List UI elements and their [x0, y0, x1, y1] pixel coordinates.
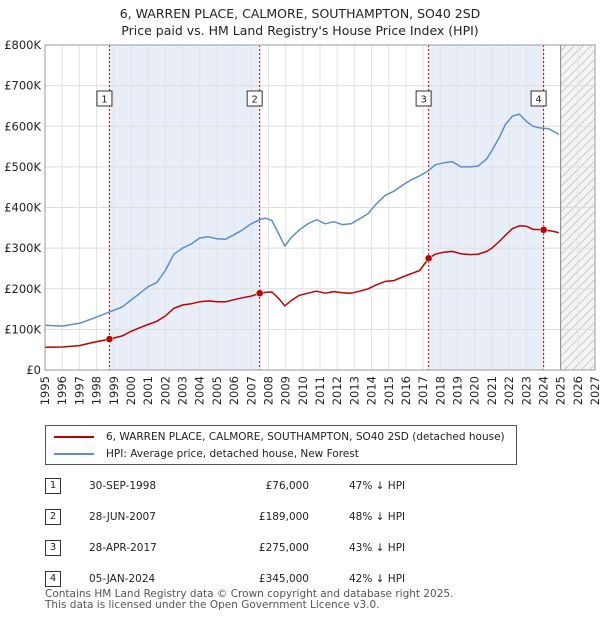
- sale-date: 28-JUN-2007: [89, 510, 156, 523]
- footer-copyright: Contains HM Land Registry data © Crown c…: [45, 588, 454, 600]
- x-tick-label: 2001: [141, 376, 155, 405]
- sales-row-3: 3 28-APR-2017 £275,000 43% ↓ HPI: [45, 532, 469, 563]
- x-tick-label: 2000: [124, 376, 138, 405]
- sale-date: 28-APR-2017: [89, 541, 157, 554]
- legend-label-hpi: HPI: Average price, detached house, New …: [106, 448, 359, 460]
- legend-label-price: 6, WARREN PLACE, CALMORE, SOUTHAMPTON, S…: [106, 431, 505, 443]
- sale-label-4: 4: [530, 90, 547, 107]
- x-tick-label: 1997: [72, 376, 86, 405]
- sale-date: 30-SEP-1998: [89, 479, 157, 492]
- sale-price: £76,000: [265, 479, 309, 492]
- legend-swatch-hpi: [54, 453, 94, 455]
- x-tick-label: 2024: [536, 376, 550, 405]
- sale-point: [539, 226, 548, 234]
- sale-marker-label: 1: [45, 477, 61, 494]
- sale-marker-label: 2: [45, 508, 61, 525]
- legend-item-hpi: HPI: Average price, detached house, New …: [54, 446, 359, 462]
- sale-hpi-diff: 48% ↓ HPI: [349, 510, 406, 523]
- footer: Contains HM Land Registry data © Crown c…: [45, 589, 453, 611]
- chart-subtitle: Price paid vs. HM Land Registry's House …: [121, 23, 479, 38]
- x-tick-label: 1999: [107, 376, 121, 405]
- sale-date: 05-JAN-2024: [89, 572, 156, 585]
- x-tick-label: 2015: [382, 376, 396, 405]
- x-tick-label: 2017: [416, 376, 430, 405]
- sale-label-box: [246, 90, 263, 107]
- x-tick-label: 1996: [55, 376, 69, 405]
- x-tick-label: 2019: [451, 376, 465, 405]
- y-tick-label: £300K: [4, 241, 41, 255]
- x-tick-label: 2003: [176, 376, 190, 405]
- legend-swatch-price: [54, 436, 94, 438]
- hpi-line: [44, 113, 560, 327]
- sale-marker-label: 3: [45, 539, 61, 556]
- x-tick-label: 1998: [90, 376, 104, 405]
- sale-point: [255, 289, 264, 297]
- x-tick-label: 2021: [485, 376, 499, 405]
- x-tick-label: 2012: [330, 376, 344, 405]
- x-tick-label: 2006: [227, 376, 241, 405]
- sale-label-2: 2: [246, 90, 263, 107]
- x-tick-label: 2023: [519, 376, 533, 405]
- sale-label-text: 4: [535, 95, 541, 106]
- sale-label-box: [530, 90, 547, 107]
- y-tick-label: £200K: [4, 282, 41, 296]
- x-tick-label: 2008: [261, 376, 275, 405]
- plot-border: [44, 44, 596, 371]
- sale-label-box: [96, 90, 113, 107]
- x-tick-label: 2009: [279, 376, 293, 405]
- sale-point: [105, 335, 114, 343]
- x-tick-label: 2014: [365, 376, 379, 405]
- y-tick-label: £400K: [4, 201, 41, 215]
- x-tick-label: 2018: [433, 376, 447, 405]
- sales-row-2: 2 28-JUN-2007 £189,000 48% ↓ HPI: [45, 501, 469, 532]
- sale-hpi-diff: 47% ↓ HPI: [349, 479, 406, 492]
- x-tick-label: 2013: [347, 376, 361, 405]
- sales-row-4: 4 05-JAN-2024 £345,000 42% ↓ HPI: [45, 563, 469, 594]
- y-tick-label: £600K: [4, 119, 41, 133]
- y-tick-label: £700K: [4, 79, 41, 93]
- sale-label-text: 2: [251, 95, 257, 106]
- x-tick-label: 2020: [468, 376, 482, 405]
- sale-price: £189,000: [258, 510, 309, 523]
- sale-label-3: 3: [415, 90, 432, 107]
- sale-marker-label: 4: [45, 570, 61, 587]
- price-paid-line: [44, 225, 560, 349]
- sale-hpi-diff: 42% ↓ HPI: [349, 572, 406, 585]
- legend-item-price: 6, WARREN PLACE, CALMORE, SOUTHAMPTON, S…: [54, 429, 505, 445]
- sale-price: £345,000: [258, 572, 309, 585]
- sale-point: [424, 254, 433, 263]
- x-tick-label: 2004: [193, 376, 207, 405]
- sale-hpi-diff: 43% ↓ HPI: [349, 541, 406, 554]
- y-tick-label: £500K: [4, 160, 41, 174]
- sale-label-text: 3: [420, 95, 426, 106]
- x-tick-label: 2026: [571, 376, 585, 405]
- chart-legend: 6, WARREN PLACE, CALMORE, SOUTHAMPTON, S…: [45, 425, 517, 465]
- x-tick-label: 1995: [38, 376, 52, 405]
- price-chart: 1 2 3 4 £0 £100K £200K £300K £400K £500K £600K £700…: [4, 38, 600, 405]
- sale-label-text: 1: [101, 95, 107, 106]
- x-tick-label: 2005: [210, 376, 224, 405]
- x-tick-label: 2010: [296, 376, 310, 405]
- x-tick-label: 2007: [244, 376, 258, 405]
- sales-row-1: 1 30-SEP-1998 £76,000 47% ↓ HPI: [45, 470, 469, 501]
- sale-price: £275,000: [258, 541, 309, 554]
- x-tick-label: 2027: [588, 376, 600, 405]
- x-tick-label: 2011: [313, 376, 327, 405]
- x-tick-label: 2002: [158, 376, 172, 405]
- x-tick-label: 2016: [399, 376, 413, 405]
- y-tick-label: £800K: [4, 38, 41, 52]
- x-tick-label: 2022: [502, 376, 516, 405]
- sales-table: 1 30-SEP-1998 £76,000 47% ↓ HPI 2 28-JUN…: [45, 470, 469, 594]
- footer-licence: This data is licensed under the Open Gov…: [45, 599, 380, 611]
- y-tick-label: £100K: [4, 322, 41, 336]
- x-tick-label: 2025: [554, 376, 568, 405]
- sale-label-box: [415, 90, 432, 107]
- y-tick-label: £0: [26, 363, 41, 377]
- chart-title: 6, WARREN PLACE, CALMORE, SOUTHAMPTON, S…: [119, 6, 481, 21]
- sale-label-1: 1: [96, 90, 113, 107]
